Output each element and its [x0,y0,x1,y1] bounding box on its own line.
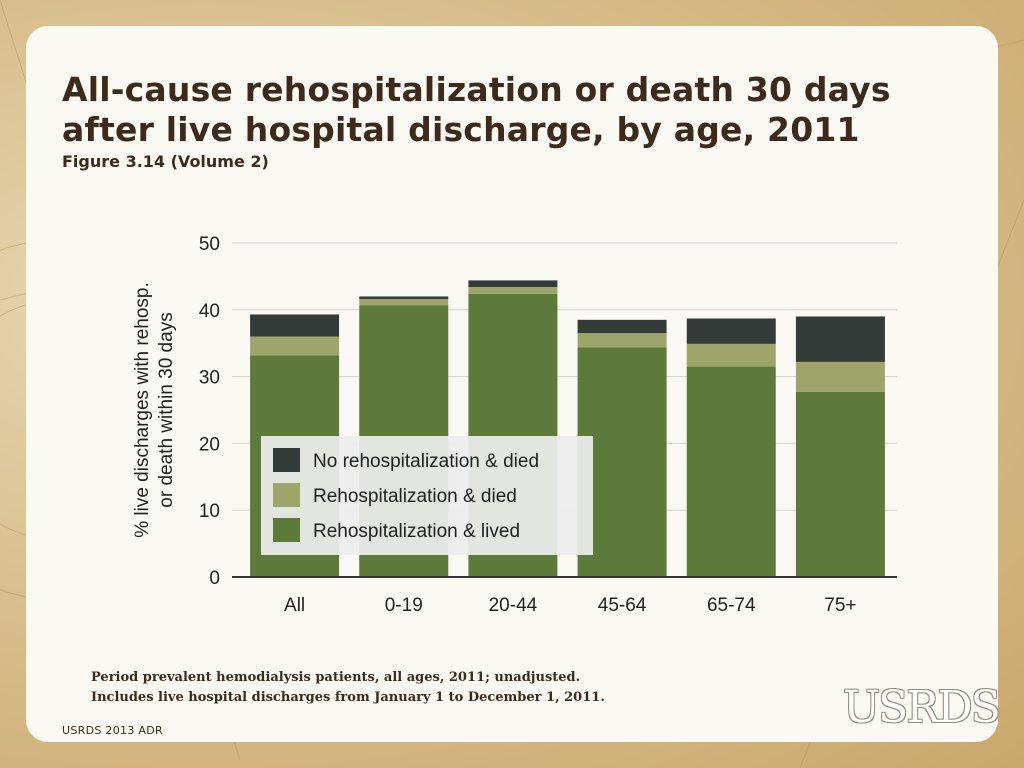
legend-swatch [273,448,300,472]
y-axis-label-line-1: % live discharges with rehosp. [132,282,153,538]
y-tick-label: 50 [199,234,220,255]
legend-swatch [273,518,300,542]
x-tick-label: 75+ [824,595,856,616]
note-line-1: Period prevalent hemodialysis patients, … [91,670,581,685]
bar-segment [686,343,776,367]
footer-source: USRDS 2013 ADR [62,724,163,737]
x-tick-label: All [284,595,305,616]
title-line-1: All-cause rehospitalization or death 30 … [62,70,891,109]
x-tick-label: 45-64 [598,595,647,616]
bar-segment [359,299,449,306]
bar-segment [250,314,340,337]
legend-swatch [273,483,300,507]
y-axis-label: % live discharges with rehosp. or death w… [132,282,177,538]
bar-segment [795,316,885,362]
bar-segment [795,361,885,392]
bar-segment [686,318,776,344]
bar-segment [250,336,340,356]
y-tick-label: 30 [199,368,220,389]
figure-subtitle: Figure 3.14 (Volume 2) [62,152,269,171]
note-line-2: Includes live hospital discharges from J… [91,690,605,705]
x-tick-label: 20-44 [489,595,538,616]
chart-legend: No rehospitalization & died Rehospitaliza… [261,436,593,555]
x-tick-label: 65-74 [707,595,756,616]
legend-label: Rehospitalization & died [313,486,517,507]
slide-title: All-cause rehospitalization or death 30 … [62,70,962,150]
bar-segment [795,391,885,577]
bar-segment [468,280,558,288]
bar-segment [577,319,667,334]
legend-label: No rehospitalization & died [313,451,539,472]
bar-segment [359,296,449,300]
title-line-2: after live hospital discharge, by age, 2… [62,110,860,149]
bar-segment [577,333,667,348]
chart-note: Period prevalent hemodialysis patients, … [91,668,605,708]
y-axis-label-line-2: or death within 30 days [156,312,177,507]
y-tick-label: 20 [199,434,220,455]
y-tick-label: 0 [209,568,220,589]
legend-label: Rehospitalization & lived [313,521,520,542]
legend-box [261,436,593,555]
bar-segment [468,287,558,294]
stacked-bar-chart: 0 10 20 30 40 50 % live discharges with rehosp… [132,234,897,616]
x-tick-label: 0-19 [385,595,423,616]
y-tick-label: 40 [199,301,220,322]
bar-segment [686,366,776,577]
usrds-logo: USRDS [843,682,1001,733]
y-tick-label: 10 [199,501,220,522]
